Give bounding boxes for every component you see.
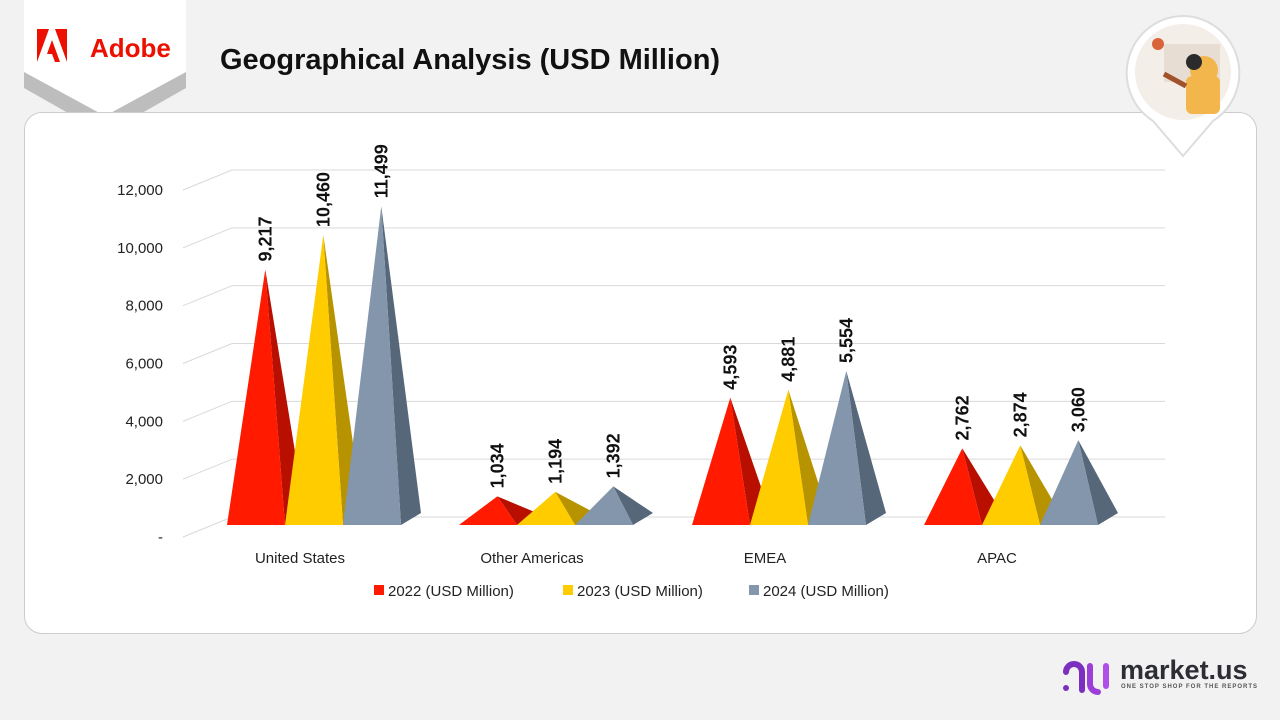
y-tick-label: 12,000 [117,182,163,199]
pyramid-side [846,371,886,525]
data-label: 11,499 [371,144,391,198]
pyramid-side [1078,440,1118,525]
x-category-label: Other Americas [480,550,583,567]
gridline-depth [182,400,233,422]
market-us-wordmark: market.us [1120,655,1248,685]
pyramid-bar [227,269,285,525]
y-tick-label: 4,000 [125,413,163,430]
pyramid-bar [459,496,517,525]
pyramid-bar [692,397,750,525]
data-label: 2,874 [1010,392,1030,437]
data-label: 1,392 [603,433,623,478]
pyramid-bar [924,448,982,525]
legend-swatch [749,585,759,595]
pyramid-bar [750,389,808,525]
adobe-logo-text: Adobe [90,33,171,63]
y-tick-label: 6,000 [125,356,163,373]
y-tick-label: 2,000 [125,471,163,488]
chart-card [24,112,1257,634]
data-label: 1,034 [487,443,507,488]
data-label: 3,060 [1068,387,1088,432]
pyramid-bar [343,206,401,525]
adobe-logo-icon [37,29,67,62]
y-tick-label: - [158,529,163,546]
data-label: 9,217 [255,216,275,261]
gridline-depth [182,343,233,364]
y-tick-label: 10,000 [117,240,163,257]
data-label: 4,593 [720,345,740,390]
legend-label: 2023 (USD Million) [577,583,703,600]
pyramid-bar [808,371,866,525]
map-pin-illustration-icon [1125,14,1241,158]
legend-swatch [563,585,573,595]
pyramid-side [613,486,653,525]
page-title: Geographical Analysis (USD Million) [220,44,721,76]
pyramid-bar [575,486,633,525]
x-category-label: United States [255,550,345,567]
data-label: 1,194 [545,439,565,484]
pyramid-bar [982,445,1040,525]
data-label: 10,460 [313,172,333,227]
market-us-tagline: ONE STOP SHOP FOR THE REPORTS [1121,684,1259,690]
pyramid-bar [517,491,575,525]
x-category-label: APAC [977,550,1017,567]
adobe-logo-badge: Adobe [24,0,186,134]
gridline-depth [182,227,233,249]
gridline-depth [182,169,233,191]
legend-swatch [374,585,384,595]
legend-label: 2022 (USD Million) [388,583,514,600]
legend-label: 2024 (USD Million) [763,583,889,600]
gridline-depth [182,458,233,480]
pyramid-side [381,206,421,525]
pyramid-bar [285,235,343,525]
y-tick-label: 8,000 [125,298,163,315]
data-label: 5,554 [836,318,856,363]
gridline-depth [182,516,233,538]
x-category-label: EMEA [744,550,787,567]
pyramid-bar [1040,440,1098,525]
data-label: 2,762 [952,395,972,440]
gridline-depth [182,285,233,307]
market-us-logo-icon [1063,661,1109,695]
data-label: 4,881 [778,337,798,382]
